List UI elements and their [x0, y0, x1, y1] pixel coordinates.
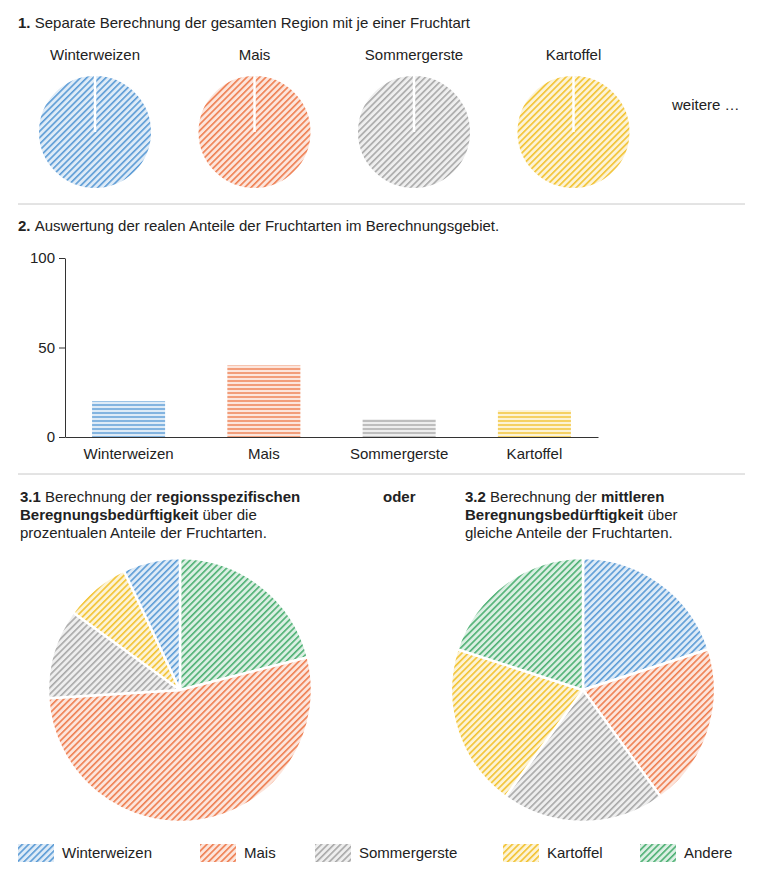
tick: 100 [30, 249, 65, 266]
pie-slice [38, 75, 152, 189]
chart-1: 2. Auswertung der realen Anteile der Fru… [18, 217, 599, 462]
legend-label: Andere [684, 844, 732, 861]
pie [357, 75, 471, 189]
tick: Kartoffel [507, 437, 563, 462]
slice-edge [253, 75, 256, 132]
tick: Sommergerste [350, 437, 448, 462]
bar [363, 419, 436, 437]
bar [92, 401, 165, 437]
tick-mark [59, 437, 65, 438]
chart-2: 3.1 Berechnung der regionsspezifischenBe… [20, 488, 416, 822]
separator [18, 204, 745, 205]
axis-line [65, 259, 66, 438]
annotation: weitere … [671, 96, 740, 113]
bar [498, 410, 571, 437]
pie-slice [357, 75, 471, 189]
chart-0: 1. Separate Berechnung der gesamten Regi… [18, 14, 740, 189]
slice-edge [413, 75, 416, 132]
title: prozentualen Anteile der Fruchtarten. [20, 524, 267, 541]
tick: 0 [47, 428, 65, 445]
title: 3.1 Berechnung der regionsspezifischen [20, 488, 300, 505]
legend-label: Mais [244, 844, 276, 861]
title: Beregnungsbedürftigkeit über die [20, 506, 257, 523]
title: gleiche Anteile der Fruchtarten. [465, 524, 673, 541]
x-axis: Winterweizen Mais Sommergerste Kartoffel [66, 437, 599, 462]
tick-label: 100 [30, 249, 55, 266]
tick-label: Kartoffel [507, 445, 563, 462]
legend-swatch [18, 844, 54, 862]
tick: Winterweizen [84, 437, 174, 462]
pie-label: Sommergerste [365, 46, 463, 63]
pie-label: Kartoffel [546, 46, 602, 63]
tick-mark [59, 258, 65, 259]
tick-label: Winterweizen [84, 445, 174, 462]
tick-mark [59, 348, 65, 349]
tick: 50 [38, 339, 65, 356]
legend-label: Sommergerste [359, 844, 457, 861]
pie-slice [124, 558, 180, 690]
tick-label: Sommergerste [350, 445, 448, 462]
title: Beregnungsbedürftigkeit über [465, 506, 678, 523]
chart-3: 3.2 Berechnung der mittlerenBeregnungsbe… [18, 488, 732, 862]
pie-slice [198, 75, 312, 189]
legend-label: Kartoffel [547, 844, 603, 861]
title: 1. Separate Berechnung der gesamten Regi… [18, 14, 471, 31]
slice-edge [94, 75, 97, 132]
pie [451, 558, 715, 822]
axis-line [66, 437, 599, 438]
tick-label: 0 [47, 428, 55, 445]
slice-edge [572, 75, 575, 132]
pie [198, 75, 312, 189]
legend-swatch [200, 844, 236, 862]
tick: Mais [248, 437, 280, 462]
pie-label: Mais [239, 46, 271, 63]
title: 3.2 Berechnung der mittleren [465, 488, 664, 505]
y-axis: 0 50 100 [30, 249, 66, 445]
bars [92, 365, 571, 437]
annotation: oder [383, 488, 416, 505]
legend-swatch [640, 844, 676, 862]
separator [18, 474, 745, 475]
bar [227, 365, 300, 437]
legend-label: Winterweizen [62, 844, 152, 861]
pie [48, 558, 312, 822]
pie [38, 75, 152, 189]
legend-swatch [315, 844, 351, 862]
tick-label: Mais [248, 445, 280, 462]
title: 2. Auswertung der realen Anteile der Fru… [18, 217, 499, 234]
legend-swatch [503, 844, 539, 862]
pie-slice [517, 75, 631, 189]
pie [517, 75, 631, 189]
figure-container: 1. Separate Berechnung der gesamten Regi… [0, 0, 763, 881]
pie-label: Winterweizen [50, 46, 140, 63]
figure: 1. Separate Berechnung der gesamten Regi… [0, 0, 763, 881]
pie-slice [457, 558, 583, 690]
tick-label: 50 [38, 339, 55, 356]
